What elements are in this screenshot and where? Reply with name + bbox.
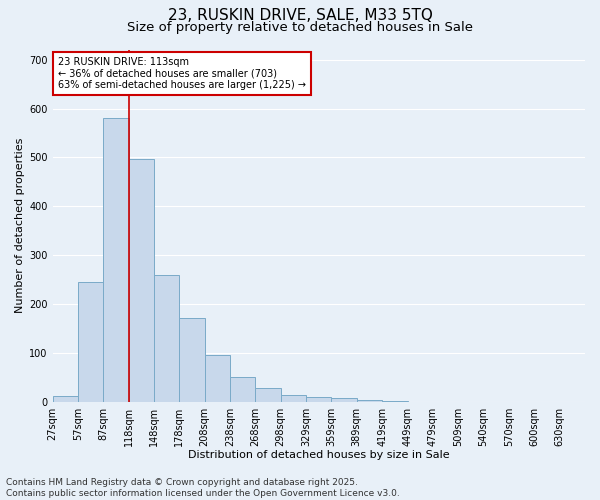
- Text: 23 RUSKIN DRIVE: 113sqm
← 36% of detached houses are smaller (703)
63% of semi-d: 23 RUSKIN DRIVE: 113sqm ← 36% of detache…: [58, 57, 306, 90]
- Bar: [128, 159, 154, 402]
- Bar: [331, 398, 357, 402]
- Bar: [306, 396, 331, 402]
- Bar: [179, 318, 205, 402]
- Bar: [53, 396, 78, 402]
- X-axis label: Distribution of detached houses by size in Sale: Distribution of detached houses by size …: [188, 450, 449, 460]
- Bar: [256, 388, 281, 402]
- Text: 23, RUSKIN DRIVE, SALE, M33 5TQ: 23, RUSKIN DRIVE, SALE, M33 5TQ: [167, 8, 433, 22]
- Text: Size of property relative to detached houses in Sale: Size of property relative to detached ho…: [127, 21, 473, 34]
- Bar: [154, 274, 179, 402]
- Bar: [103, 118, 128, 402]
- Bar: [281, 395, 306, 402]
- Bar: [205, 355, 230, 402]
- Bar: [230, 377, 256, 402]
- Y-axis label: Number of detached properties: Number of detached properties: [15, 138, 25, 314]
- Bar: [357, 400, 382, 402]
- Text: Contains HM Land Registry data © Crown copyright and database right 2025.
Contai: Contains HM Land Registry data © Crown c…: [6, 478, 400, 498]
- Bar: [78, 282, 103, 402]
